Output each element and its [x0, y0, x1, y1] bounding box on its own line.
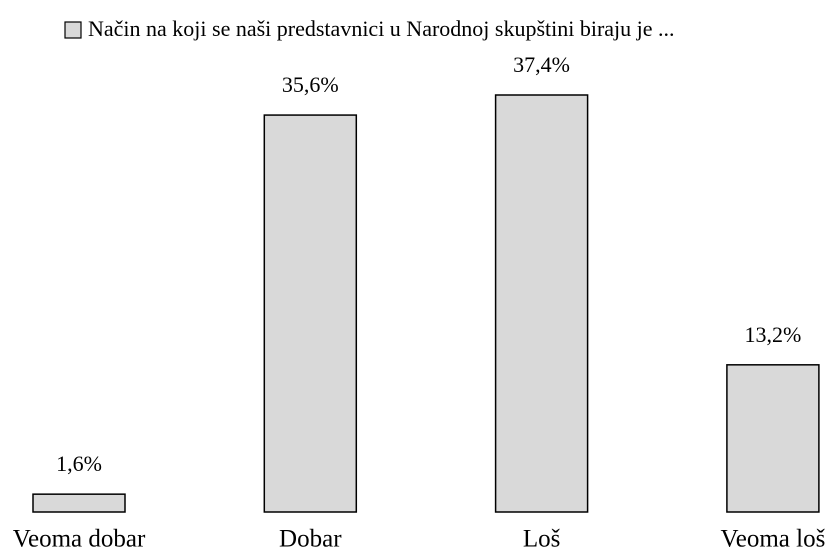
data-label: 35,6% — [282, 72, 339, 97]
x-tick-label: Loš — [523, 526, 561, 553]
data-label: 1,6% — [56, 451, 102, 476]
x-tick-label: Dobar — [279, 526, 342, 553]
x-tick-label: Veoma loš — [720, 526, 825, 553]
legend-swatch — [64, 21, 82, 39]
bar — [263, 114, 358, 513]
legend-label: Način na koji se naši predstavnici u Nar… — [88, 16, 675, 41]
bar — [32, 493, 126, 513]
data-label: 13,2% — [744, 322, 801, 347]
bar — [726, 364, 820, 513]
x-tick-label: Veoma dobar — [13, 526, 146, 553]
bar — [494, 94, 589, 513]
data-label: 37,4% — [513, 52, 570, 77]
